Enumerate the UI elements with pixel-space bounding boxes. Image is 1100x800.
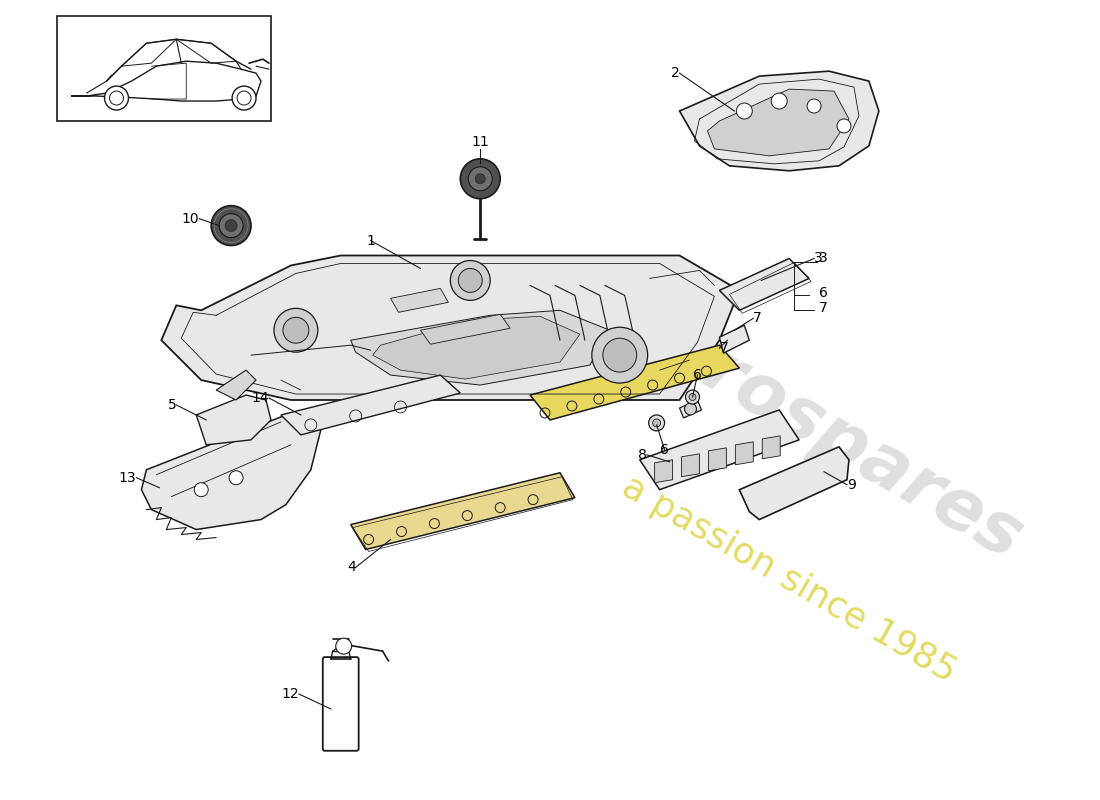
Text: 14: 14 xyxy=(252,391,270,405)
Polygon shape xyxy=(654,460,672,482)
Text: 6: 6 xyxy=(693,368,702,382)
Text: 9: 9 xyxy=(847,478,856,492)
Polygon shape xyxy=(351,310,609,385)
Polygon shape xyxy=(640,410,799,490)
Text: 4: 4 xyxy=(346,561,355,574)
Polygon shape xyxy=(708,448,726,470)
Polygon shape xyxy=(719,326,749,353)
Text: 13: 13 xyxy=(119,470,136,485)
Polygon shape xyxy=(390,288,449,312)
Circle shape xyxy=(771,93,788,109)
Text: 7: 7 xyxy=(719,341,728,355)
Circle shape xyxy=(104,86,129,110)
Polygon shape xyxy=(736,442,754,465)
Text: a passion since 1985: a passion since 1985 xyxy=(616,470,962,689)
Text: 7: 7 xyxy=(820,302,828,315)
Polygon shape xyxy=(217,370,256,400)
Polygon shape xyxy=(162,255,739,400)
Circle shape xyxy=(685,390,700,404)
Text: 2: 2 xyxy=(671,66,680,80)
Polygon shape xyxy=(57,16,271,121)
Polygon shape xyxy=(196,395,271,445)
Polygon shape xyxy=(351,473,575,550)
Circle shape xyxy=(652,419,661,427)
Circle shape xyxy=(238,91,251,105)
Circle shape xyxy=(450,261,491,300)
Polygon shape xyxy=(680,400,702,418)
Polygon shape xyxy=(680,71,879,170)
Circle shape xyxy=(283,318,309,343)
Text: 12: 12 xyxy=(282,687,299,701)
Text: 5: 5 xyxy=(167,398,176,412)
Text: 7: 7 xyxy=(754,311,762,326)
Polygon shape xyxy=(280,375,460,435)
Circle shape xyxy=(460,159,500,198)
Circle shape xyxy=(603,338,637,372)
Text: eurospares: eurospares xyxy=(604,286,1034,574)
Circle shape xyxy=(592,327,648,383)
Circle shape xyxy=(219,214,243,238)
Text: 6: 6 xyxy=(820,286,828,300)
Polygon shape xyxy=(530,345,739,420)
Polygon shape xyxy=(682,454,700,477)
Text: 11: 11 xyxy=(472,135,490,149)
Circle shape xyxy=(226,220,238,231)
Circle shape xyxy=(274,308,318,352)
Circle shape xyxy=(736,103,752,119)
Polygon shape xyxy=(719,258,810,310)
Text: 10: 10 xyxy=(182,212,199,226)
Circle shape xyxy=(459,269,482,292)
Text: 6: 6 xyxy=(660,443,669,457)
Circle shape xyxy=(837,119,851,133)
Polygon shape xyxy=(420,314,510,344)
Circle shape xyxy=(195,482,208,497)
Text: 3: 3 xyxy=(814,251,823,266)
Polygon shape xyxy=(373,316,580,379)
Text: 3: 3 xyxy=(820,251,828,266)
Circle shape xyxy=(232,86,256,110)
Polygon shape xyxy=(707,89,849,156)
Circle shape xyxy=(649,415,664,431)
Circle shape xyxy=(229,470,243,485)
FancyBboxPatch shape xyxy=(322,657,359,750)
Circle shape xyxy=(807,99,821,113)
Polygon shape xyxy=(739,447,849,519)
Circle shape xyxy=(211,206,251,246)
Circle shape xyxy=(684,403,696,415)
Polygon shape xyxy=(142,415,321,530)
Circle shape xyxy=(110,91,123,105)
Circle shape xyxy=(689,394,696,401)
Polygon shape xyxy=(762,436,780,458)
Circle shape xyxy=(475,174,485,184)
Circle shape xyxy=(469,167,492,190)
Circle shape xyxy=(336,638,352,654)
Text: 1: 1 xyxy=(366,234,375,247)
Text: 8: 8 xyxy=(638,448,647,462)
